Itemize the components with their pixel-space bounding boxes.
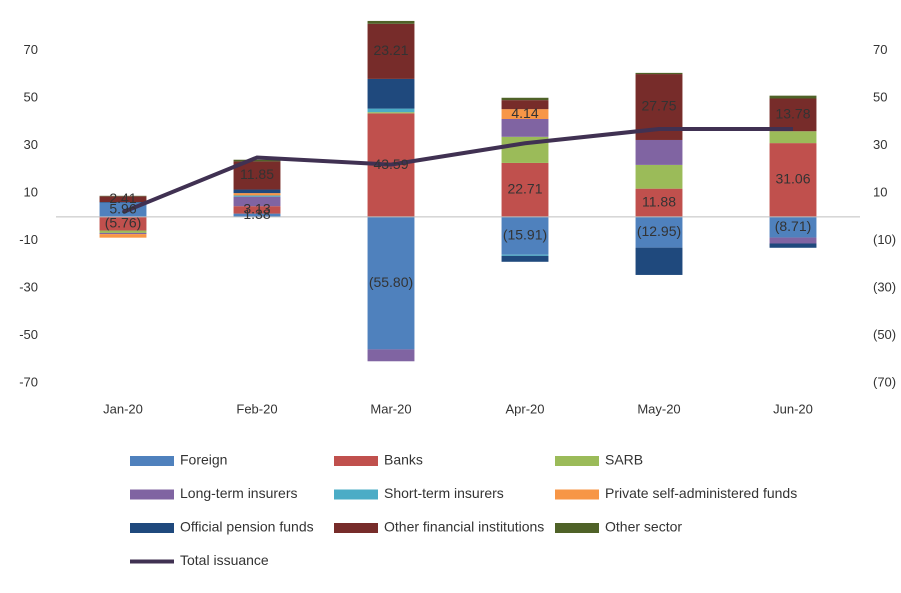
legend-label: Private self-administered funds	[605, 485, 797, 501]
bar-segment	[100, 234, 147, 238]
bar-segment	[770, 243, 817, 247]
legend-label: Official pension funds	[180, 519, 314, 535]
value-label: 43.59	[373, 156, 408, 172]
bar-segment	[368, 349, 415, 361]
value-label: 13.78	[775, 106, 810, 122]
y2-tick-label: (50)	[873, 327, 896, 342]
y2-tick-label: 30	[873, 137, 887, 152]
y-tick-label: 70	[24, 42, 38, 57]
bar-segment	[502, 255, 549, 256]
y-tick-label: -10	[19, 232, 38, 247]
legend-label: Short-term insurers	[384, 485, 504, 501]
y2-tick-label: 70	[873, 42, 887, 57]
y-tick-label: 10	[24, 185, 38, 200]
legend-label: Other sector	[605, 519, 682, 535]
value-label: 22.71	[507, 181, 542, 197]
legend-swatch	[334, 523, 378, 533]
bar-segment	[100, 233, 147, 234]
value-label: 23.21	[373, 42, 408, 58]
legend-label: Long-term insurers	[180, 485, 298, 501]
y2-tick-label: 50	[873, 90, 887, 105]
legend-swatch	[334, 490, 378, 500]
legend-swatch	[130, 490, 174, 500]
y-tick-label: -50	[19, 327, 38, 342]
value-label: (5.76)	[105, 214, 142, 230]
bar-segment	[770, 238, 817, 244]
bar-segment	[368, 109, 415, 113]
value-label: 4.14	[511, 105, 538, 121]
legend-label: Total issuance	[180, 552, 269, 568]
value-label: 31.06	[775, 171, 810, 187]
bar-segment	[234, 193, 281, 195]
bar-segment	[636, 248, 683, 275]
bar-segment	[502, 98, 549, 100]
legend-label: Banks	[384, 452, 423, 468]
bar-segment	[234, 190, 281, 194]
y-tick-label: -70	[19, 375, 38, 390]
bar-segment	[100, 231, 147, 233]
value-label: (12.95)	[637, 223, 681, 239]
legend-swatch	[130, 456, 174, 466]
legend-label: Other financial institutions	[384, 519, 544, 535]
legend-label: Foreign	[180, 452, 227, 468]
x-tick-label: Jan-20	[103, 401, 143, 416]
bar-segment	[636, 73, 683, 74]
x-tick-label: Mar-20	[370, 401, 411, 416]
y2-tick-label: 10	[873, 185, 887, 200]
y-tick-label: -30	[19, 280, 38, 295]
bar-segment	[770, 131, 817, 143]
y2-tick-label: (30)	[873, 280, 896, 295]
legend-label: SARB	[605, 452, 643, 468]
bar-segment	[636, 165, 683, 189]
bar-segment	[368, 79, 415, 109]
y-tick-label: 30	[24, 137, 38, 152]
y-tick-label: 50	[24, 90, 38, 105]
value-label: 11.88	[642, 193, 676, 209]
legend-swatch	[555, 523, 599, 533]
legend-swatch	[130, 523, 174, 533]
legend-swatch	[334, 456, 378, 466]
value-label: 11.85	[240, 166, 274, 182]
value-label: (8.71)	[775, 218, 812, 234]
legend-swatch	[555, 456, 599, 466]
bar-segment	[234, 195, 281, 196]
legend-swatch	[555, 490, 599, 500]
x-tick-label: Feb-20	[236, 401, 277, 416]
value-label: 3.13	[243, 201, 270, 217]
bar-segment	[502, 256, 549, 262]
bar-segment	[636, 140, 683, 165]
value-label: (55.80)	[369, 274, 413, 290]
bar-segment	[368, 21, 415, 24]
y2-tick-label: (10)	[873, 232, 896, 247]
y2-tick-label: (70)	[873, 375, 896, 390]
x-tick-label: May-20	[637, 401, 680, 416]
x-tick-label: Apr-20	[505, 401, 544, 416]
x-tick-label: Jun-20	[773, 401, 813, 416]
value-label: (15.91)	[503, 226, 547, 242]
bar-segment	[368, 112, 415, 113]
bar-segment	[502, 119, 549, 137]
bar-segment	[770, 96, 817, 99]
total-line	[123, 129, 793, 212]
value-label: 27.75	[641, 98, 676, 114]
value-label: 2.41	[109, 190, 136, 206]
